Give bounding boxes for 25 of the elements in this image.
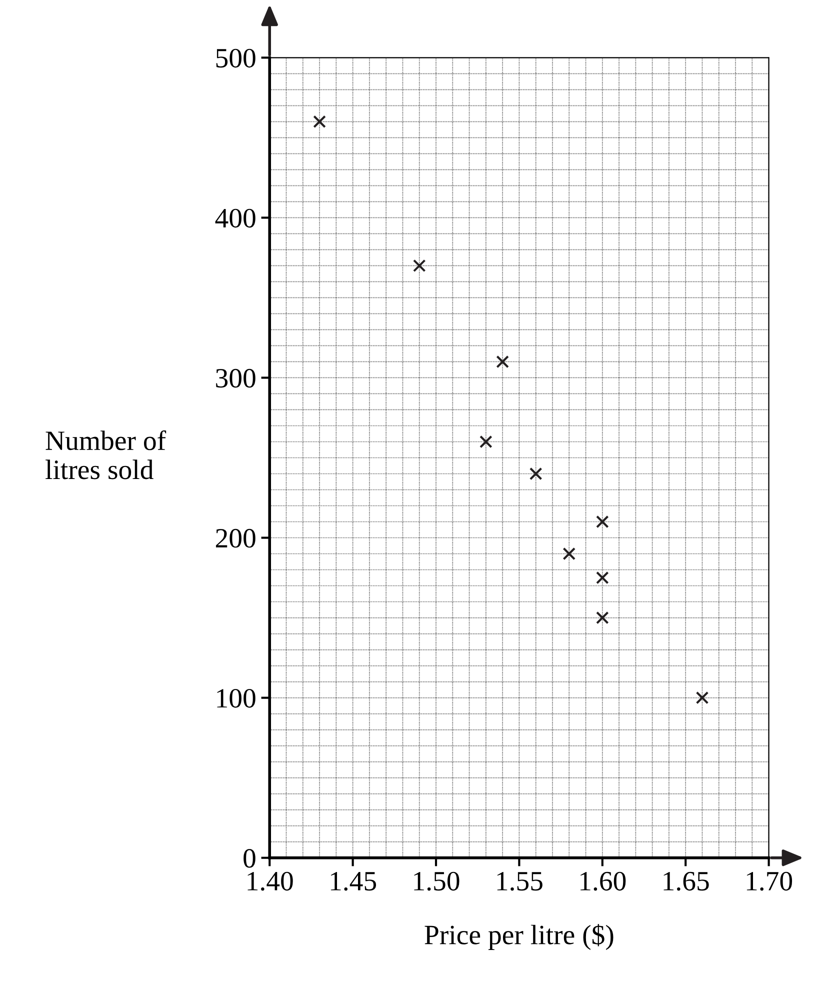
y-tick-label: 300 (216, 368, 256, 388)
point (496, 355, 509, 368)
point (596, 515, 609, 528)
point (480, 435, 492, 448)
point (596, 571, 609, 584)
y-tick-label: 100 (217, 688, 256, 708)
point (529, 467, 542, 480)
y-axis-title: Number of litres sold (46, 430, 166, 480)
x-tick-label: 1.70 (746, 872, 792, 891)
x-axis-title: Price per litre ($) (424, 924, 614, 950)
point (696, 691, 709, 704)
x-tick-label: 1.55 (497, 872, 542, 891)
point (412, 259, 426, 272)
y-tick-label: 0 (244, 848, 256, 868)
x-tick-label: 1.65 (664, 872, 709, 891)
x-tick-label: 1.50 (414, 872, 460, 891)
x-tick-label: 1.40 (248, 872, 293, 891)
y-tick-label: 400 (215, 208, 256, 228)
y-tick-label: 200 (216, 528, 256, 548)
x-tick-label: 1.45 (330, 872, 376, 891)
point (596, 611, 609, 624)
point (313, 115, 326, 128)
x-tick-label: 1.60 (580, 872, 626, 891)
point (562, 547, 576, 560)
y-tick-label: 500 (216, 48, 256, 68)
